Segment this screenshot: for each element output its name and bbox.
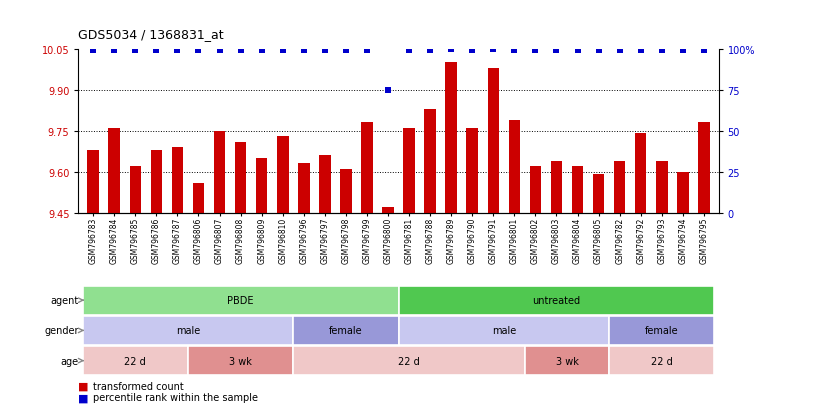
Bar	[83, 286, 398, 315]
Point	[487, 46, 500, 53]
Text: transformed count: transformed count	[93, 381, 184, 391]
Bar	[656, 161, 667, 213]
Text: GDS5034 / 1368831_at: GDS5034 / 1368831_at	[78, 28, 224, 41]
Text: agent: agent	[50, 295, 78, 306]
Text: ■: ■	[78, 381, 89, 391]
Bar	[319, 156, 330, 213]
Bar	[525, 346, 609, 375]
Bar	[298, 164, 310, 213]
Text: gender: gender	[44, 325, 78, 336]
Bar	[361, 123, 373, 213]
Bar	[398, 286, 714, 315]
Bar	[277, 137, 288, 213]
Point	[402, 48, 415, 55]
Point	[592, 48, 605, 55]
Point	[550, 48, 563, 55]
Bar	[487, 69, 499, 213]
Bar	[172, 148, 183, 213]
Bar	[382, 208, 394, 213]
Bar	[293, 316, 398, 345]
Point	[360, 48, 373, 55]
Point	[192, 48, 205, 55]
Text: 3 wk: 3 wk	[556, 356, 578, 366]
Bar	[609, 346, 714, 375]
Text: ■: ■	[78, 392, 89, 403]
Text: PBDE: PBDE	[227, 295, 254, 306]
Text: 22 d: 22 d	[398, 356, 420, 366]
Bar	[150, 150, 162, 213]
Bar	[551, 161, 563, 213]
Bar	[293, 346, 525, 375]
Bar	[108, 128, 120, 213]
Point	[87, 48, 100, 55]
Bar	[256, 159, 268, 213]
Bar	[398, 316, 609, 345]
Point	[255, 48, 268, 55]
Bar	[445, 63, 457, 213]
Point	[107, 48, 121, 55]
Point	[150, 48, 163, 55]
Point	[529, 48, 542, 55]
Text: percentile rank within the sample: percentile rank within the sample	[93, 392, 259, 403]
Text: female: female	[645, 325, 679, 336]
Bar	[83, 316, 293, 345]
Bar	[340, 169, 352, 213]
Point	[613, 48, 626, 55]
Bar	[83, 346, 188, 375]
Point	[213, 48, 226, 55]
Point	[171, 48, 184, 55]
Point	[129, 48, 142, 55]
Point	[655, 48, 668, 55]
Bar	[88, 150, 99, 213]
Bar	[572, 167, 583, 213]
Bar	[192, 183, 204, 213]
Point	[297, 48, 311, 55]
Text: 22 d: 22 d	[125, 356, 146, 366]
Bar	[467, 128, 478, 213]
Bar	[214, 131, 225, 213]
Point	[234, 48, 247, 55]
Text: male: male	[176, 325, 200, 336]
Bar	[529, 167, 541, 213]
Text: untreated: untreated	[533, 295, 581, 306]
Point	[382, 87, 395, 94]
Point	[444, 46, 458, 53]
Point	[276, 48, 289, 55]
Point	[424, 48, 437, 55]
Bar	[593, 175, 605, 213]
Bar	[130, 167, 141, 213]
Point	[697, 48, 710, 55]
Point	[466, 48, 479, 55]
Bar	[425, 109, 436, 213]
Bar	[635, 134, 647, 213]
Bar	[403, 128, 415, 213]
Bar	[698, 123, 710, 213]
Bar	[677, 172, 689, 213]
Point	[318, 48, 331, 55]
Bar	[609, 316, 714, 345]
Bar	[235, 142, 246, 213]
Bar	[509, 121, 520, 213]
Text: 3 wk: 3 wk	[229, 356, 252, 366]
Bar	[614, 161, 625, 213]
Text: female: female	[329, 325, 363, 336]
Point	[508, 48, 521, 55]
Point	[339, 48, 353, 55]
Bar	[188, 346, 293, 375]
Text: age: age	[60, 356, 78, 366]
Text: 22 d: 22 d	[651, 356, 672, 366]
Point	[634, 48, 648, 55]
Point	[676, 48, 690, 55]
Text: male: male	[491, 325, 516, 336]
Point	[571, 48, 584, 55]
